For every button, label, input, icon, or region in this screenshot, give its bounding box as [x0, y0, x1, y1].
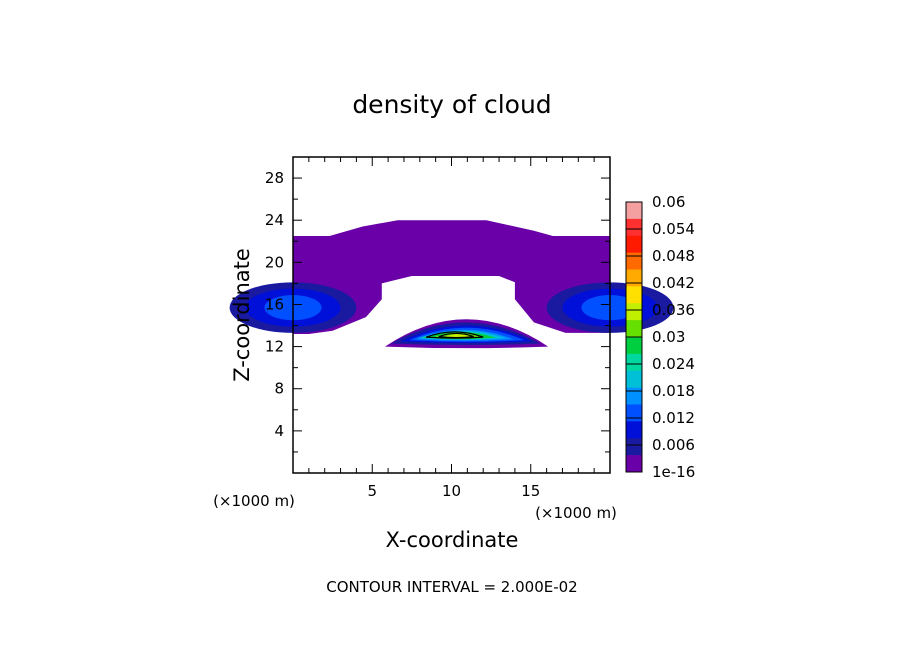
y-tick-label: 12 — [265, 338, 284, 356]
colorbar-label: 0.042 — [652, 274, 695, 292]
colorbar-label: 0.054 — [652, 220, 695, 238]
y-tick-label: 24 — [265, 211, 284, 229]
colorbar-swatch — [626, 303, 642, 321]
colorbar-swatch — [626, 387, 642, 405]
x-tick-label: 15 — [521, 482, 540, 500]
contour-line-0 — [425, 331, 484, 339]
y-tick-label: 16 — [265, 295, 284, 313]
colorbar-swatch — [626, 421, 642, 439]
colorbar-swatch — [626, 218, 642, 237]
colorbar-label: 0.018 — [652, 382, 695, 400]
colorbar-swatch — [626, 438, 642, 456]
colorbar-label: 0.024 — [652, 355, 695, 373]
colorbar-swatch — [626, 235, 642, 254]
x-tick-label: 10 — [442, 482, 461, 500]
colorbar-swatch — [626, 252, 642, 270]
x-tick-label: 5 — [367, 482, 377, 500]
colorbar-swatch — [626, 337, 642, 355]
colorbar-label: 0.012 — [652, 409, 695, 427]
y-tick-label: 4 — [274, 422, 284, 440]
colorbar-label: 1e-16 — [652, 463, 695, 481]
contour-line-1 — [438, 332, 474, 339]
chart-title: density of cloud — [352, 90, 551, 119]
y-tick-label: 20 — [265, 253, 284, 271]
axis-ticks: 5 10 15 4 8 12 16 20 24 28 — [265, 157, 610, 500]
colorbar-swatch — [626, 370, 642, 389]
x-axis-title: X-coordinate — [386, 528, 519, 552]
density-field — [229, 220, 674, 349]
colorbar-swatch — [626, 455, 642, 473]
colorbar-label: 0.006 — [652, 436, 695, 454]
cloud-upper-layer — [293, 220, 610, 334]
colorbar-label: 0.06 — [652, 193, 685, 211]
colorbar-swatch — [626, 286, 642, 304]
y-axis-title: Z-coordinate — [230, 248, 254, 382]
colorbar-label: 0.048 — [652, 247, 695, 265]
colorbar-swatch — [626, 269, 642, 287]
colorbar-swatch — [626, 404, 642, 422]
colorbar-label: 0.03 — [652, 328, 685, 346]
colorbar-swatch — [626, 202, 642, 220]
x-unit-left: (×1000 m) — [213, 492, 295, 510]
x-unit-right: (×1000 m) — [535, 504, 617, 522]
colorbar-label: 0.036 — [652, 301, 695, 319]
y-tick-label: 28 — [265, 169, 284, 187]
colorbar-swatch — [626, 353, 642, 372]
colorbar-swatch — [626, 320, 642, 338]
colorbar: 0.06 0.054 0.048 0.042 0.036 0.03 0.024 0.018 0.… — [625, 193, 695, 481]
contour-interval-note: CONTOUR INTERVAL = 2.000E-02 — [326, 578, 577, 596]
y-tick-label: 8 — [274, 380, 284, 398]
